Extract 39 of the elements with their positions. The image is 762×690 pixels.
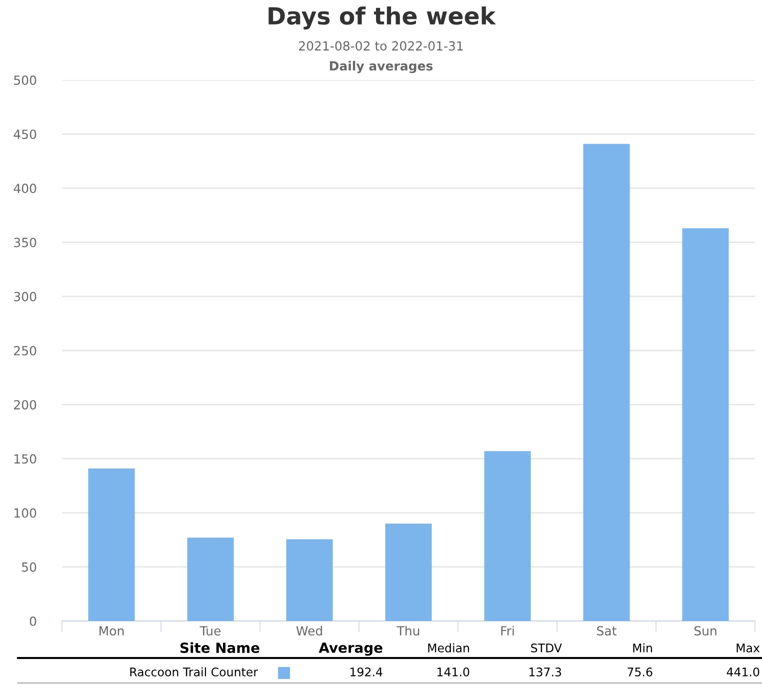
bar [385,524,432,621]
text: Average [318,642,382,656]
bar [682,228,729,621]
text: 141.0 [438,667,470,676]
bar [88,468,135,621]
bar [187,538,234,621]
x-tick-label: Tue [200,626,221,636]
x-tick-label: Thu [396,626,420,636]
bar [484,451,531,621]
y-tick-label: 250 [14,346,36,356]
text: Site Name [180,642,260,654]
text: Min [633,643,652,652]
legend-label: Raccoon Trail Counter [130,667,258,676]
x-tick-label: Sun [694,626,716,636]
text: 75.6 [628,667,652,676]
text: Median [428,643,469,652]
text: Max [736,644,760,652]
chart-subtitle: 2021-08-02 to 2022-01-31 Daily averages [299,41,463,74]
y-tick-label: 50 [22,562,36,572]
text: 192.4 [350,667,382,676]
y-tick-label: 100 [14,508,36,518]
y-tick-label: 150 [14,454,36,464]
x-tick-label: Sat [597,626,616,636]
y-tick-label: 500 [14,75,36,85]
y-tick-label: 200 [14,400,36,410]
text: 441.0 [726,667,760,676]
x-tick-label: Mon [100,626,124,636]
x-tick-label: Wed [296,626,322,636]
bar [583,144,630,621]
bar [286,539,333,621]
x-tick-label: Fri [501,626,514,636]
chart-title: Days of the week [268,6,496,30]
text: 137.3 [530,667,562,676]
text: STDV [531,643,562,652]
y-tick-label: 300 [14,292,36,302]
y-tick-label: 400 [14,184,36,194]
y-tick-label: 0 [30,616,36,626]
y-tick-label: 450 [14,130,36,140]
y-tick-label: 350 [14,238,36,248]
